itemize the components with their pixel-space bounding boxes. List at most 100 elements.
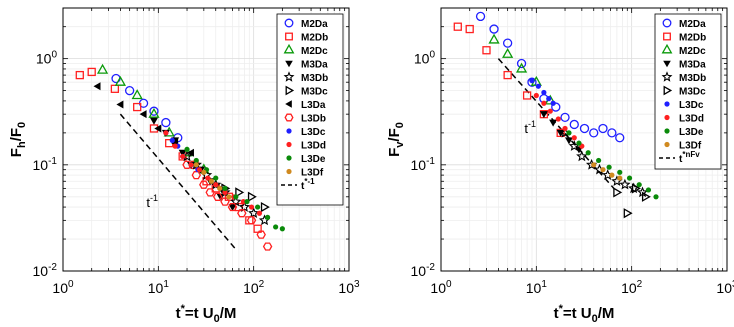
legend-label: L3De	[301, 154, 326, 165]
data-point	[488, 33, 500, 44]
series-L3Df	[193, 162, 232, 200]
data-point	[529, 78, 535, 84]
series-L3Dc	[529, 78, 556, 106]
data-point	[566, 130, 572, 136]
data-point	[550, 100, 556, 106]
data-point	[172, 143, 178, 149]
x-axis-label: t*=t U0/M	[176, 303, 237, 325]
data-point	[502, 38, 513, 48]
slope-annotation: t-1	[146, 193, 158, 210]
legend-line-label: t*nFv	[679, 150, 700, 165]
series-M3Da	[539, 111, 583, 154]
legend-label: M2Db	[301, 33, 328, 44]
series-M2Da	[475, 11, 625, 143]
series-L3De	[184, 146, 285, 232]
data-point	[653, 194, 659, 200]
y-axis-label: Fv/F0	[386, 122, 406, 157]
legend-label: L3Da	[301, 100, 326, 111]
data-point	[606, 164, 612, 170]
data-point	[631, 183, 641, 194]
legend-marker-M2Dc	[283, 43, 295, 54]
data-point	[475, 11, 486, 22]
data-point	[227, 202, 238, 212]
data-point	[617, 175, 623, 181]
data-point	[230, 195, 242, 207]
data-point	[641, 191, 651, 202]
legend-marker-M3Dc	[285, 85, 295, 96]
data-point	[114, 75, 127, 86]
series-M2Db	[453, 22, 565, 138]
axes-frame	[62, 7, 350, 272]
data-point	[217, 185, 223, 191]
legend-label: M2Dc	[679, 46, 706, 57]
y-tick-label: 10-2	[411, 262, 436, 279]
data-point	[609, 172, 615, 178]
data-point	[535, 83, 541, 89]
data-point	[247, 191, 257, 202]
legend-label: L3De	[679, 127, 704, 138]
x-tick-label: 102	[243, 279, 265, 296]
data-point	[116, 100, 124, 109]
data-point	[149, 106, 159, 116]
slope-annotation: t-1	[524, 119, 536, 136]
data-point	[541, 100, 547, 106]
x-tick-label: 102	[621, 279, 643, 296]
data-point	[453, 22, 462, 31]
legend-line-label: t*-1	[301, 177, 315, 192]
legend: M2Da M2Db M2Dc M3Da M3Db M3Dc L3Dc L3Dd L3De L3Df…	[654, 13, 722, 170]
legend-marker-M2Db	[663, 32, 671, 41]
y-tick-label: 10-2	[33, 262, 58, 279]
chart-panel-1: 100 101 102 103 10-2 10-1 100 t*=t U0/M Fh/F0 t-1…	[8, 7, 360, 325]
data-point	[131, 89, 143, 100]
legend-label: M2Db	[679, 33, 706, 44]
data-point	[188, 162, 194, 168]
data-point	[253, 224, 262, 233]
data-point	[163, 130, 169, 136]
data-point	[182, 160, 192, 169]
data-point	[615, 133, 625, 143]
y-axis-label: Fh/F0	[8, 122, 28, 157]
data-point	[180, 153, 186, 160]
data-point	[133, 102, 142, 112]
legend-marker-L3Db	[284, 113, 294, 122]
data-point	[465, 24, 474, 34]
y-tick-label: 10-1	[411, 156, 436, 173]
data-point	[551, 102, 561, 112]
data-point	[516, 58, 527, 69]
legend-label: M3Da	[679, 60, 706, 71]
data-point	[124, 85, 135, 96]
data-point	[110, 84, 120, 93]
data-point	[549, 119, 558, 127]
data-point	[237, 209, 247, 218]
data-point	[533, 92, 539, 99]
data-point	[193, 162, 199, 168]
data-point	[598, 123, 608, 134]
data-point	[87, 67, 96, 77]
series-L3Df	[591, 162, 623, 181]
legend-label: L3Df	[679, 141, 702, 152]
data-point	[149, 117, 158, 125]
data-point	[264, 214, 271, 220]
data-point	[208, 178, 214, 184]
legend-label: L3Dc	[301, 127, 326, 138]
data-point	[539, 111, 548, 119]
data-point	[273, 224, 279, 230]
legend-marker-L3Dc	[286, 128, 292, 134]
data-point	[502, 47, 514, 58]
data-point	[238, 201, 251, 212]
data-point	[619, 178, 631, 190]
data-point	[564, 137, 573, 145]
legend-label: M3Db	[301, 73, 328, 84]
legend-marker-L3Dc	[664, 101, 670, 107]
legend-label: M2Da	[301, 19, 328, 30]
legend-marker-M3Da	[285, 60, 293, 68]
data-point	[201, 169, 207, 175]
x-tick-label: 100	[430, 279, 452, 296]
legend-marker-L3Df	[286, 168, 292, 175]
legend-marker-L3De	[664, 128, 670, 134]
legend-marker-M3Dc	[663, 85, 673, 96]
x-tick-label: 101	[148, 279, 170, 296]
data-point	[205, 175, 211, 181]
data-point	[579, 123, 590, 134]
